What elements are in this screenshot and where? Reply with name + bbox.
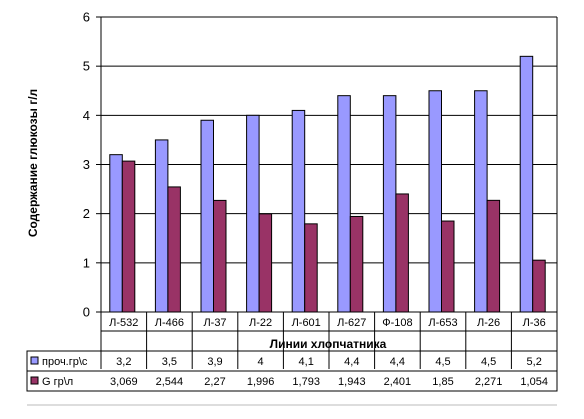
data-value: 1,85	[432, 376, 453, 388]
x-axis-label: Линии хлопчатника	[270, 337, 387, 351]
bar-series2	[486, 199, 501, 313]
data-value: 1,793	[292, 376, 320, 388]
data-value: 1,996	[247, 376, 275, 388]
y-tick-label: 1	[83, 255, 90, 270]
bar-series1	[382, 95, 397, 313]
data-value: 1,054	[520, 376, 548, 388]
category-label: Ф-108	[382, 317, 412, 329]
y-tick-label: 2	[83, 206, 90, 221]
bar-series1	[428, 90, 442, 313]
data-value: 3,2	[116, 356, 131, 368]
y-tick-label: 4	[83, 108, 90, 123]
y-tick-label: 3	[83, 157, 90, 172]
series-name: проч.гр\с	[42, 356, 88, 368]
y-tick-label: 0	[83, 305, 90, 320]
data-value: 2,27	[204, 376, 225, 388]
bar-series2	[349, 215, 364, 313]
bar-series2	[213, 199, 227, 313]
bar-series2	[258, 213, 273, 313]
data-value: 4	[258, 356, 264, 368]
data-table: Л-532 Л-466 Л-37 Л-22 Л-601 Л-627 Ф-108 Л-653 Л-…	[26, 312, 558, 406]
data-value: 4,4	[390, 356, 405, 368]
bar-series1	[200, 119, 214, 313]
data-value: 4,1	[299, 356, 314, 368]
y-tick-label: 5	[83, 59, 90, 74]
data-value: 4,4	[344, 356, 359, 368]
category-label: Л-532	[109, 317, 138, 329]
category-label: Л-22	[249, 317, 272, 329]
table-border	[26, 350, 558, 392]
bar-series1	[519, 55, 534, 313]
bar-series2	[395, 193, 409, 313]
bar-series2	[167, 186, 181, 313]
category-label: Л-466	[155, 317, 184, 329]
data-value: 3,9	[207, 356, 222, 368]
y-axis-label: Содержание глюкозы г/л	[26, 89, 40, 237]
category-label: Л-36	[523, 317, 546, 329]
data-value: 3,5	[162, 356, 177, 368]
data-value: 2,401	[384, 376, 412, 388]
data-value: 2,271	[475, 376, 503, 388]
bar-series2	[121, 160, 136, 313]
category-label: Л-26	[477, 317, 500, 329]
bar-series1	[337, 95, 351, 313]
category-label: Л-653	[428, 317, 457, 329]
bar-series2	[532, 259, 546, 313]
bar-series1	[291, 109, 306, 313]
category-label: Л-627	[337, 317, 366, 329]
y-tick-label: 6	[83, 10, 90, 25]
category-label: Л-601	[292, 317, 321, 329]
bar-series1	[246, 114, 260, 313]
data-value: 4,5	[435, 356, 450, 368]
bar-series2	[441, 220, 455, 313]
legend-key	[30, 356, 39, 365]
bar-series1	[154, 139, 169, 313]
bar-series2	[304, 223, 318, 313]
series-name: G гр\л	[42, 376, 73, 388]
bar-series1	[109, 154, 123, 313]
data-value: 3,069	[110, 376, 138, 388]
data-value: 1,943	[338, 376, 366, 388]
data-value: 2,544	[156, 376, 184, 388]
category-label: Л-37	[203, 317, 226, 329]
bars	[109, 55, 546, 313]
data-value: 5,2	[527, 356, 542, 368]
legend-key	[30, 376, 39, 385]
bar-series1	[474, 90, 488, 313]
axes: 0 1 2 3 4 5 6	[83, 10, 558, 320]
data-value: 4,5	[481, 356, 496, 368]
